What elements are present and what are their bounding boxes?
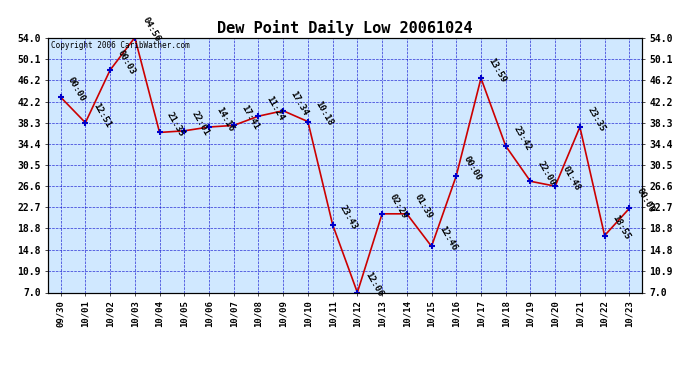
- Text: 00:03: 00:03: [116, 48, 137, 76]
- Text: 23:35: 23:35: [585, 105, 607, 133]
- Text: 00:00: 00:00: [66, 76, 88, 104]
- Text: 11:24: 11:24: [264, 94, 285, 122]
- Text: 14:16: 14:16: [215, 105, 236, 133]
- Text: 18:55: 18:55: [610, 214, 631, 242]
- Text: 04:56: 04:56: [140, 16, 161, 44]
- Text: 23:43: 23:43: [338, 203, 359, 231]
- Text: 12:06: 12:06: [363, 271, 384, 298]
- Text: 01:48: 01:48: [561, 165, 582, 192]
- Text: 23:42: 23:42: [511, 124, 533, 152]
- Text: 21:35: 21:35: [165, 111, 186, 139]
- Text: 02:29: 02:29: [388, 192, 409, 220]
- Text: Copyright 2006 CaribWather.com: Copyright 2006 CaribWather.com: [51, 41, 190, 50]
- Text: 00:00: 00:00: [462, 154, 483, 182]
- Text: 17:41: 17:41: [239, 104, 261, 132]
- Text: 22:01: 22:01: [190, 109, 211, 137]
- Text: 01:39: 01:39: [413, 192, 433, 220]
- Text: 10:18: 10:18: [313, 100, 335, 128]
- Text: 22:00: 22:00: [536, 160, 558, 188]
- Text: 17:34: 17:34: [288, 89, 310, 117]
- Text: 12:46: 12:46: [437, 225, 458, 252]
- Text: 00:00: 00:00: [635, 187, 656, 214]
- Text: 13:59: 13:59: [486, 57, 508, 84]
- Text: 12:51: 12:51: [91, 101, 112, 129]
- Title: Dew Point Daily Low 20061024: Dew Point Daily Low 20061024: [217, 20, 473, 36]
